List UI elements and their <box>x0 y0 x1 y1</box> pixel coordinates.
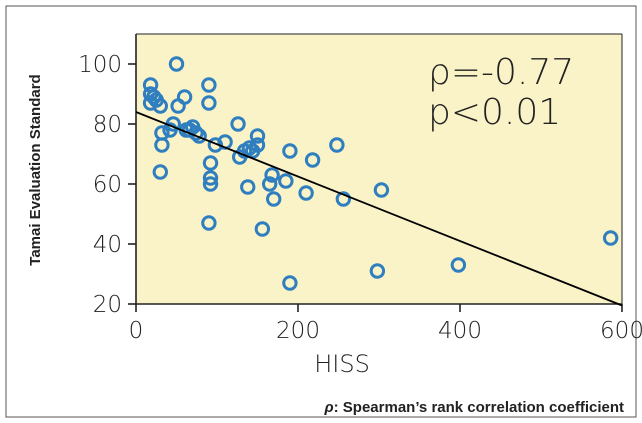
data-point <box>335 191 352 207</box>
data-point <box>241 140 258 156</box>
data-point <box>261 176 278 192</box>
plot-area <box>136 34 622 304</box>
data-point <box>191 128 207 144</box>
data-point <box>249 137 266 153</box>
y-tick-label: 20 <box>93 292 122 318</box>
y-tick-label: 80 <box>93 112 122 138</box>
y-axis-title: Tamai Evaluation Standard <box>27 74 44 265</box>
data-point <box>240 179 256 195</box>
x-tick-label: 200 <box>276 318 320 344</box>
data-point <box>254 221 271 237</box>
data-point <box>373 182 390 198</box>
data-point <box>369 263 386 279</box>
data-point <box>602 230 619 246</box>
figure-border <box>5 5 637 418</box>
data-point <box>154 137 170 153</box>
data-point <box>230 116 246 132</box>
data-point <box>168 56 185 72</box>
rho-annotation: ρ=-0.77 <box>428 52 574 93</box>
data-point <box>249 128 266 144</box>
ticks-group: 20 40 60 80 100 0 200 400 600 <box>78 52 642 344</box>
data-point <box>282 275 298 291</box>
x-tick-label: 400 <box>438 318 482 344</box>
p-value-annotation: p<0.01 <box>428 92 561 133</box>
data-points-group <box>142 56 619 291</box>
data-point <box>201 95 217 111</box>
data-point <box>278 173 294 189</box>
footnote-symbol: ρ <box>324 399 334 416</box>
data-point <box>152 98 169 114</box>
data-point <box>201 77 217 93</box>
footnote: ρ: Spearman’s rank correlation coefficie… <box>324 399 624 416</box>
x-tick-label: 600 <box>600 318 642 344</box>
data-point <box>202 170 219 186</box>
data-point <box>207 137 224 153</box>
data-point <box>202 176 219 192</box>
regression-group <box>135 111 623 307</box>
y-tick-label: 40 <box>93 232 122 258</box>
y-tick-label: 100 <box>78 52 122 78</box>
y-tick-label: 60 <box>93 172 122 198</box>
data-point <box>304 152 321 168</box>
data-point <box>266 191 282 207</box>
data-point <box>176 89 193 105</box>
data-point <box>201 215 217 231</box>
data-point <box>329 137 345 153</box>
x-axis-title: HISS <box>314 350 370 378</box>
data-point <box>152 164 169 180</box>
data-point <box>264 167 280 183</box>
data-point <box>450 257 467 273</box>
data-point <box>282 143 298 159</box>
regression-line <box>135 111 623 307</box>
footnote-text: : Spearman’s rank correlation coefficien… <box>334 399 624 416</box>
x-tick-label: 0 <box>129 318 144 344</box>
data-point <box>202 155 219 171</box>
data-point <box>298 185 314 201</box>
